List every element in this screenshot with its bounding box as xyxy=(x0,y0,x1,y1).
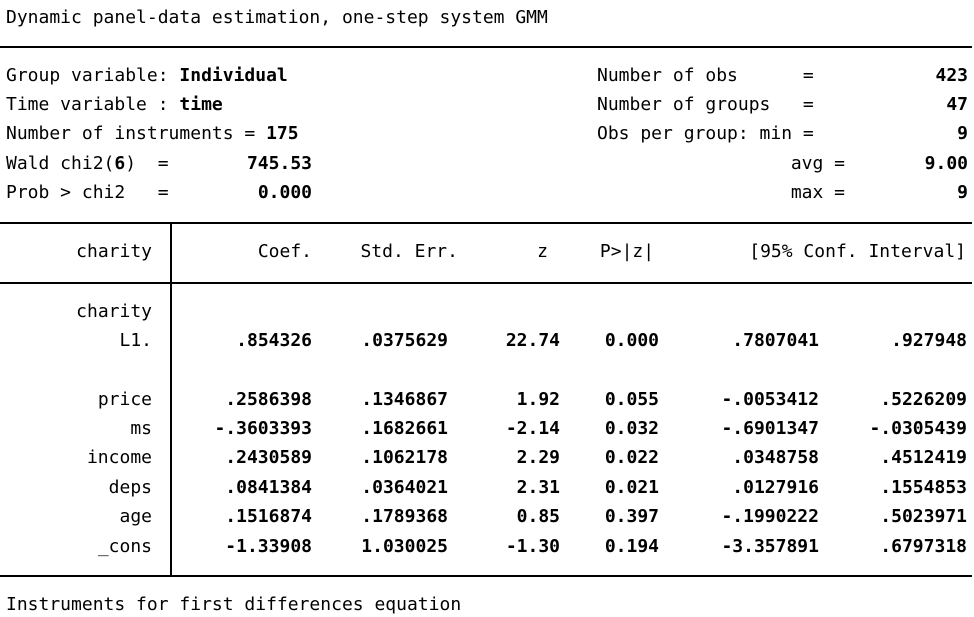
z-cell: 0.85 xyxy=(516,506,560,527)
coef-cell: .2430589 xyxy=(225,447,312,468)
page-title: Dynamic panel-data estimation, one-step … xyxy=(6,7,548,28)
p-cell: 0.397 xyxy=(604,506,659,527)
ci-low-cell: .0127916 xyxy=(732,477,819,498)
coef-cell: .0841384 xyxy=(225,477,312,498)
col-header-ci: [95% Conf. Interval] xyxy=(749,241,966,262)
row-name: deps xyxy=(108,477,152,498)
time-variable-value: time xyxy=(179,94,223,115)
ngroups-label: Number of groups = xyxy=(597,94,814,115)
group-variable-label: Group variable: xyxy=(6,65,180,86)
obs-max-value: 9 xyxy=(957,182,968,203)
row-name: L1. xyxy=(119,330,152,351)
wald-df: 6 xyxy=(114,153,126,174)
p-cell: 0.032 xyxy=(604,418,659,439)
col-header-z: z xyxy=(537,241,548,262)
obs-avg-value: 9.00 xyxy=(924,153,968,174)
coef-cell: -.3603393 xyxy=(214,418,312,439)
stderr-cell: .0364021 xyxy=(361,477,448,498)
stderr-cell: .1682661 xyxy=(361,418,448,439)
stderr-cell: 1.030025 xyxy=(361,536,448,557)
footer-text: Instruments for first differences equati… xyxy=(6,594,462,615)
ci-high-cell: .1554853 xyxy=(880,477,967,498)
group-label: charity xyxy=(76,301,152,322)
col-header-coef: Coef. xyxy=(257,241,312,262)
ci-low-cell: .7807041 xyxy=(732,330,819,351)
ngroups-value: 47 xyxy=(946,94,968,115)
col-header-stderr: Std. Err. xyxy=(360,241,458,262)
ci-high-cell: -.0305439 xyxy=(869,418,967,439)
group-variable-line: Group variable: Individual xyxy=(6,64,288,88)
ci-low-cell: -.1990222 xyxy=(721,506,819,527)
table-bottom-rule xyxy=(0,575,972,577)
time-variable-line: Time variable : time xyxy=(6,93,223,117)
prob-label: Prob > chi2 = xyxy=(6,182,169,203)
z-cell: 2.31 xyxy=(516,477,560,498)
coef-cell: -1.33908 xyxy=(225,536,312,557)
obs-max-label: max = xyxy=(790,182,845,203)
z-cell: 22.74 xyxy=(505,330,560,351)
table-top-rule xyxy=(0,222,972,224)
p-cell: 0.022 xyxy=(604,447,659,468)
ci-low-cell: -.0053412 xyxy=(721,389,819,410)
instruments-value: 175 xyxy=(266,123,299,144)
p-cell: 0.055 xyxy=(604,389,659,410)
wald-line: Wald chi2(6) = xyxy=(6,152,169,176)
col-header-p: P>|z| xyxy=(599,241,655,262)
row-name: ms xyxy=(130,418,152,439)
wald-label-post: ) = xyxy=(125,153,169,174)
nobs-label: Number of obs = xyxy=(597,65,814,86)
group-variable-value: Individual xyxy=(179,65,288,86)
p-cell: 0.000 xyxy=(604,330,659,351)
obs-avg-label: avg = xyxy=(790,153,845,174)
row-name: income xyxy=(86,447,152,468)
top-rule xyxy=(0,46,972,48)
ci-high-cell: .5023971 xyxy=(880,506,967,527)
nobs-value: 423 xyxy=(935,65,968,86)
table-divider xyxy=(170,224,172,576)
stderr-cell: .0375629 xyxy=(361,330,448,351)
prob-value: 0.000 xyxy=(257,182,312,203)
ci-high-cell: .5226209 xyxy=(880,389,967,410)
ci-low-cell: -3.357891 xyxy=(721,536,819,557)
wald-label-pre: Wald chi2( xyxy=(6,153,115,174)
table-header-rule xyxy=(0,282,972,284)
stderr-cell: .1062178 xyxy=(361,447,448,468)
wald-value: 745.53 xyxy=(246,153,312,174)
ci-high-cell: .927948 xyxy=(891,330,967,351)
instruments-line: Number of instruments = 175 xyxy=(6,122,299,146)
row-name: price xyxy=(97,389,152,410)
obs-min-value: 9 xyxy=(957,123,968,144)
row-name: _cons xyxy=(97,536,152,557)
p-cell: 0.194 xyxy=(604,536,659,557)
coef-cell: .2586398 xyxy=(225,389,312,410)
stderr-cell: .1789368 xyxy=(361,506,448,527)
z-cell: -2.14 xyxy=(505,418,560,439)
ci-high-cell: .4512419 xyxy=(880,447,967,468)
stderr-cell: .1346867 xyxy=(361,389,448,410)
ci-low-cell: -.6901347 xyxy=(721,418,819,439)
p-cell: 0.021 xyxy=(604,477,659,498)
z-cell: 1.92 xyxy=(516,389,560,410)
z-cell: 2.29 xyxy=(516,447,560,468)
ci-low-cell: .0348758 xyxy=(732,447,819,468)
coef-cell: .1516874 xyxy=(225,506,312,527)
coef-cell: .854326 xyxy=(236,330,312,351)
instruments-label: Number of instruments = xyxy=(6,123,267,144)
dep-var-header: charity xyxy=(76,241,152,262)
row-name: age xyxy=(119,506,152,527)
z-cell: -1.30 xyxy=(505,536,560,557)
time-variable-label: Time variable : xyxy=(6,94,180,115)
ci-high-cell: .6797318 xyxy=(880,536,967,557)
obs-min-label: Obs per group: min = xyxy=(597,123,814,144)
